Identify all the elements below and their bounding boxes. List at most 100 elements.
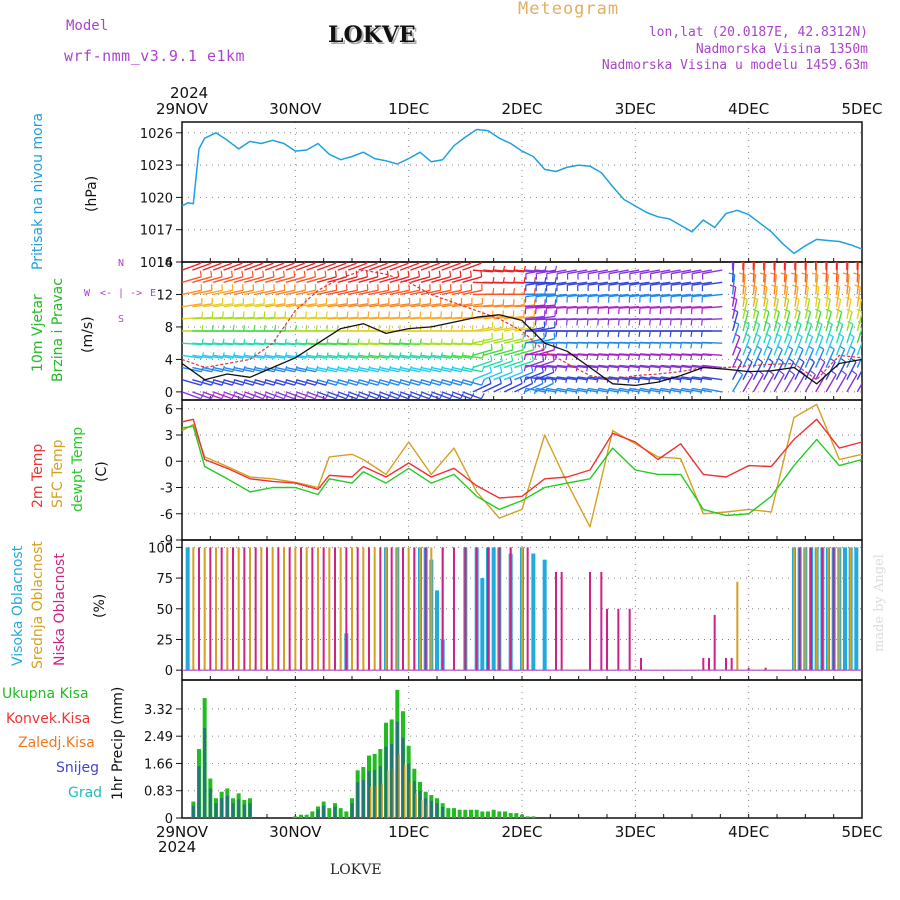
wind-barb	[835, 311, 843, 332]
wind-barb	[327, 342, 348, 346]
wind-barb	[192, 289, 213, 296]
wind-barb	[244, 342, 265, 346]
wind-barb	[804, 286, 810, 307]
wind-barb	[420, 262, 440, 271]
wind-barb-flag	[418, 262, 420, 264]
wind-barb	[598, 293, 619, 298]
wind-barb-flag	[544, 353, 548, 360]
cloud-bar	[209, 547, 212, 671]
wind-barb-flag	[523, 353, 527, 360]
wind-barb	[337, 289, 358, 296]
wind-barb-flag	[837, 320, 843, 325]
precip-snow-bar	[242, 804, 246, 818]
wind-barb-flag	[544, 365, 548, 372]
precip-bar	[446, 808, 451, 818]
wind-barb-flag	[545, 319, 547, 326]
precip-frz-bar	[375, 785, 378, 818]
wind-barb	[503, 315, 524, 320]
wind-barb	[244, 289, 265, 296]
wind-barb-flag	[638, 342, 641, 349]
wind-barb	[441, 391, 461, 400]
wind-barb	[763, 374, 775, 393]
wind-barb	[556, 305, 577, 309]
wind-barb-flag	[679, 330, 683, 338]
wind-barb	[504, 304, 525, 308]
wind-barb	[182, 289, 202, 296]
wind-barb-flag	[502, 288, 505, 295]
wind-barb-flag	[575, 376, 579, 383]
wind-barb	[650, 305, 671, 309]
wind-barb	[856, 299, 862, 319]
wind-barb	[306, 262, 326, 271]
wind-barb	[182, 276, 202, 283]
wind-barb-flag	[679, 342, 683, 349]
wind-barb-flag	[637, 376, 641, 383]
wind-barb	[514, 360, 534, 369]
wind-barb-flag	[606, 388, 610, 395]
wind-barb	[337, 379, 358, 386]
wind-barb-flag	[700, 376, 703, 383]
wind-barb	[856, 311, 862, 332]
wind-barb	[794, 336, 803, 356]
wind-barb	[275, 354, 296, 359]
precip-snow-bar	[441, 806, 445, 818]
wind-barb	[608, 305, 629, 309]
wind-barb	[192, 276, 212, 283]
wind-barb-flag	[679, 353, 683, 360]
precip-bar	[503, 811, 507, 818]
wind-barb	[483, 349, 503, 357]
wind-barb-flag	[758, 249, 764, 250]
wind-barb	[629, 293, 650, 298]
wind-barb	[846, 323, 854, 344]
wind-barb	[441, 316, 462, 320]
wind-barb-flag	[511, 343, 514, 350]
wind-barb	[525, 281, 546, 286]
cloud-bar	[362, 547, 365, 671]
wind-barb-flag	[554, 376, 558, 383]
wind-barb-flag	[700, 388, 704, 395]
xtick-label-top: 1DEC	[388, 100, 429, 118]
wind-barb	[752, 374, 764, 393]
wind-barb-flag	[272, 262, 275, 264]
wind-barb	[691, 293, 712, 298]
wind-barb	[856, 274, 861, 295]
wind-barb	[856, 326, 862, 344]
wind-barb-flag	[733, 320, 740, 325]
wind-barb	[783, 323, 792, 344]
cloud-bar	[793, 547, 795, 671]
wind-barb	[223, 316, 244, 320]
wind-barb	[567, 269, 588, 275]
wind-barb-flag	[469, 270, 472, 277]
wind-barb	[316, 366, 337, 373]
wind-barb-flag	[554, 265, 558, 272]
wind-barb	[431, 379, 451, 386]
wind-barb	[316, 276, 337, 283]
wind-barb-flag	[785, 320, 792, 325]
wind-barb	[182, 262, 202, 271]
cloud-bar	[764, 667, 767, 671]
xtick-label-bottom: 30NOV	[269, 823, 322, 841]
wind-barb	[275, 276, 295, 283]
wind-barb	[546, 281, 567, 286]
wind-barb	[483, 337, 503, 344]
wind-barb	[420, 303, 441, 308]
cloud-bar	[271, 547, 274, 671]
wind-barb	[431, 316, 452, 320]
cloud-bar	[288, 547, 291, 671]
wind-dir-s: S	[118, 314, 125, 325]
cloud-bar	[249, 547, 251, 671]
wind-barb-flag	[811, 272, 818, 276]
wind-barb	[213, 303, 234, 308]
wind-barb	[368, 316, 390, 320]
wind-barb	[368, 391, 389, 400]
cloud-bar	[192, 547, 195, 671]
wind-barb-flag	[388, 324, 391, 332]
wind-barb	[804, 274, 809, 295]
wind-barb-flag	[520, 366, 524, 373]
wind-barb-flag	[554, 365, 558, 372]
wind-barb-flag	[586, 353, 589, 360]
wind-barb	[275, 379, 295, 386]
wind-barb	[337, 354, 358, 359]
wind-barb	[379, 289, 400, 296]
wind-barb	[348, 366, 368, 373]
